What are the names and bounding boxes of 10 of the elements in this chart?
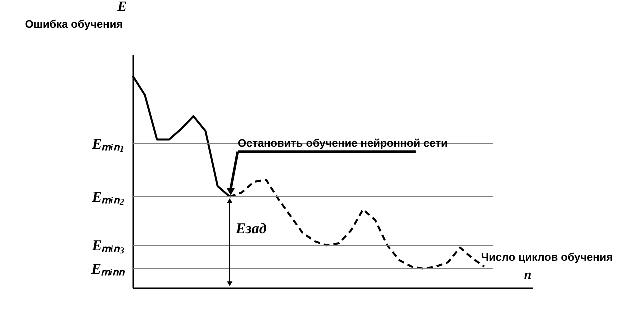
ref-line-label: Eₘᵢₙ₁	[91, 136, 125, 153]
x-axis-title: Число циклов обучения	[481, 252, 613, 264]
ref-line-label: Eₘᵢₙₙ	[90, 262, 126, 278]
annotation: Остановить обучение нейронной сети	[238, 138, 448, 150]
text: E	[116, 0, 127, 15]
y-axis-title: Ошибка обучения	[25, 19, 123, 31]
text: n	[524, 267, 532, 282]
ref-line-label: Eₘᵢₙ₂	[91, 190, 125, 206]
annotation: Eзад	[234, 221, 268, 238]
ref-line-label: Eₘᵢₙ₃	[91, 238, 125, 255]
